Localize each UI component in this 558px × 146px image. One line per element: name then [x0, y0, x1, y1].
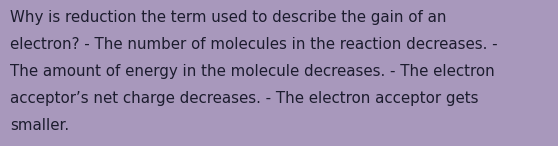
Text: electron? - The number of molecules in the reaction decreases. -: electron? - The number of molecules in t… — [10, 37, 498, 52]
Text: acceptor’s net charge decreases. - The electron acceptor gets: acceptor’s net charge decreases. - The e… — [10, 91, 479, 106]
Text: The amount of energy in the molecule decreases. - The electron: The amount of energy in the molecule dec… — [10, 64, 495, 79]
Text: Why is reduction the term used to describe the gain of an: Why is reduction the term used to descri… — [10, 10, 446, 25]
Text: smaller.: smaller. — [10, 118, 69, 133]
